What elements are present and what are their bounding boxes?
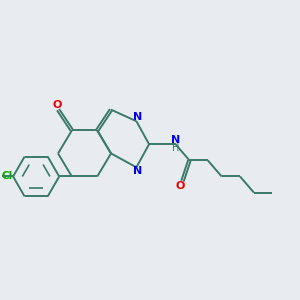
Text: H: H xyxy=(172,143,179,153)
Text: N: N xyxy=(171,135,180,145)
Text: Cl: Cl xyxy=(2,172,13,182)
Text: N: N xyxy=(133,167,142,176)
Text: O: O xyxy=(176,181,185,191)
Text: O: O xyxy=(52,100,62,110)
Text: N: N xyxy=(133,112,142,122)
